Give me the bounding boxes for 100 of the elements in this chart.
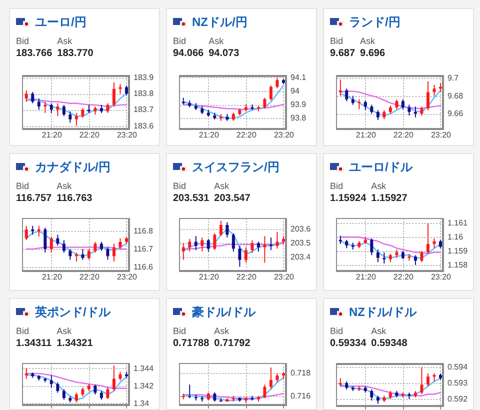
text: 203.547 (214, 193, 250, 204)
candlestick (182, 242, 185, 260)
candlestick (200, 237, 204, 252)
candlestick (81, 248, 84, 260)
candlestick (50, 102, 53, 114)
y-tick-label: 9.68 (448, 91, 464, 100)
candlestick (432, 84, 436, 96)
candlestick (94, 384, 97, 395)
y-tick-label: 203.5 (290, 238, 312, 248)
candlestick (106, 102, 110, 114)
y-tick-label: 183.7 (134, 105, 154, 114)
candlestick (269, 237, 272, 251)
text: Ask (208, 36, 225, 46)
x-tick-label: 21:20 (356, 272, 376, 282)
y-tick-label: 0.716 (290, 391, 312, 400)
x-tick-label: 21:20 (198, 272, 220, 282)
text: 0.71788 (173, 338, 210, 349)
candlestick (376, 110, 380, 121)
x-tick-label: 22:20 (79, 130, 100, 140)
x-tick-label: 21:20 (356, 130, 376, 140)
y-tick-label: 116.6 (134, 262, 154, 272)
candlestick (269, 85, 272, 101)
candlestick (395, 98, 398, 110)
chart-title: ユーロ/円 (35, 14, 86, 31)
y-tick-label: 9.7 (448, 73, 460, 82)
y-tick-label: 0.593 (448, 378, 468, 388)
text: Bid (16, 326, 30, 336)
candlestick (194, 236, 198, 251)
candlestick (420, 366, 424, 395)
candlestick (420, 250, 424, 263)
y-tick-label: 1.34 (134, 398, 150, 408)
text: 94.066 (173, 48, 204, 59)
candlestick (106, 387, 110, 400)
text: 1.34311 (16, 338, 52, 349)
y-tick-label: 183.8 (134, 89, 154, 98)
candlestick (276, 76, 279, 89)
candlestick (250, 240, 254, 254)
candlestick (124, 85, 128, 96)
candlestick (24, 90, 28, 102)
y-tick-label: 183.9 (134, 73, 154, 82)
x-tick-label: 22:20 (236, 272, 257, 282)
x-tick-label: 23:20 (274, 272, 295, 282)
line-series (26, 230, 128, 257)
x-tick-label: 22:20 (79, 272, 100, 282)
y-tick-label: 1.344 (134, 364, 154, 373)
text: Ask (56, 326, 73, 336)
text: 94.073 (208, 48, 240, 59)
candlestick (81, 108, 84, 118)
candlestick (62, 104, 66, 117)
text: Ask (371, 181, 388, 191)
y-tick-label: 9.66 (448, 109, 464, 118)
candlestick (56, 234, 60, 246)
candlestick (426, 372, 430, 387)
candlestick (31, 92, 34, 104)
text: Ask (214, 326, 230, 336)
chart-title: 豪ドル/ドル (192, 304, 256, 321)
candlestick (106, 246, 110, 260)
line-series (26, 374, 128, 400)
candlestick (370, 238, 374, 256)
candlestick (345, 88, 348, 102)
candlestick (219, 220, 222, 237)
x-tick-label: 22:20 (393, 130, 414, 140)
x-tick-label: 21:20 (42, 272, 62, 282)
text: 0.71792 (214, 338, 250, 349)
candlestick (426, 80, 430, 111)
y-tick-label: 183.6 (134, 121, 154, 130)
chart-title: スイスフラン/円 (192, 159, 280, 176)
candlestick (112, 365, 116, 392)
text: 9.687 (330, 48, 356, 59)
text: 1.34321 (56, 338, 93, 349)
line-series (182, 84, 284, 119)
text: Ask (360, 36, 376, 46)
chart-title: NZドル/円 (192, 14, 248, 31)
text: 0.59334 (330, 338, 366, 349)
candlestick (62, 240, 66, 254)
candlestick (358, 98, 361, 110)
candlestick (112, 243, 116, 262)
text: 1.15927 (371, 193, 408, 204)
candlestick (376, 249, 380, 263)
candlestick (87, 248, 90, 260)
chart-title: NZドル/ドル (349, 304, 416, 321)
y-tick-label: 116.7 (134, 244, 154, 254)
candlestick (232, 232, 235, 252)
candlestick (118, 238, 122, 250)
line-series (26, 372, 128, 390)
line-series (340, 90, 442, 116)
y-tick-label: 1.161 (448, 218, 468, 228)
candlestick (50, 374, 53, 388)
x-tick-label: 23:20 (430, 130, 452, 140)
text: 1.15924 (330, 193, 366, 204)
text: Ask (56, 181, 73, 191)
y-tick-label: 94 (290, 86, 300, 96)
text: Bid (16, 36, 30, 46)
text: 0.59348 (371, 338, 408, 349)
x-tick-label: 21:20 (198, 130, 220, 140)
candlestick (118, 84, 122, 94)
x-tick-label: 22:20 (393, 272, 414, 282)
candlestick (62, 388, 66, 400)
candlestick (276, 372, 279, 383)
y-tick-label: 1.159 (448, 246, 468, 256)
